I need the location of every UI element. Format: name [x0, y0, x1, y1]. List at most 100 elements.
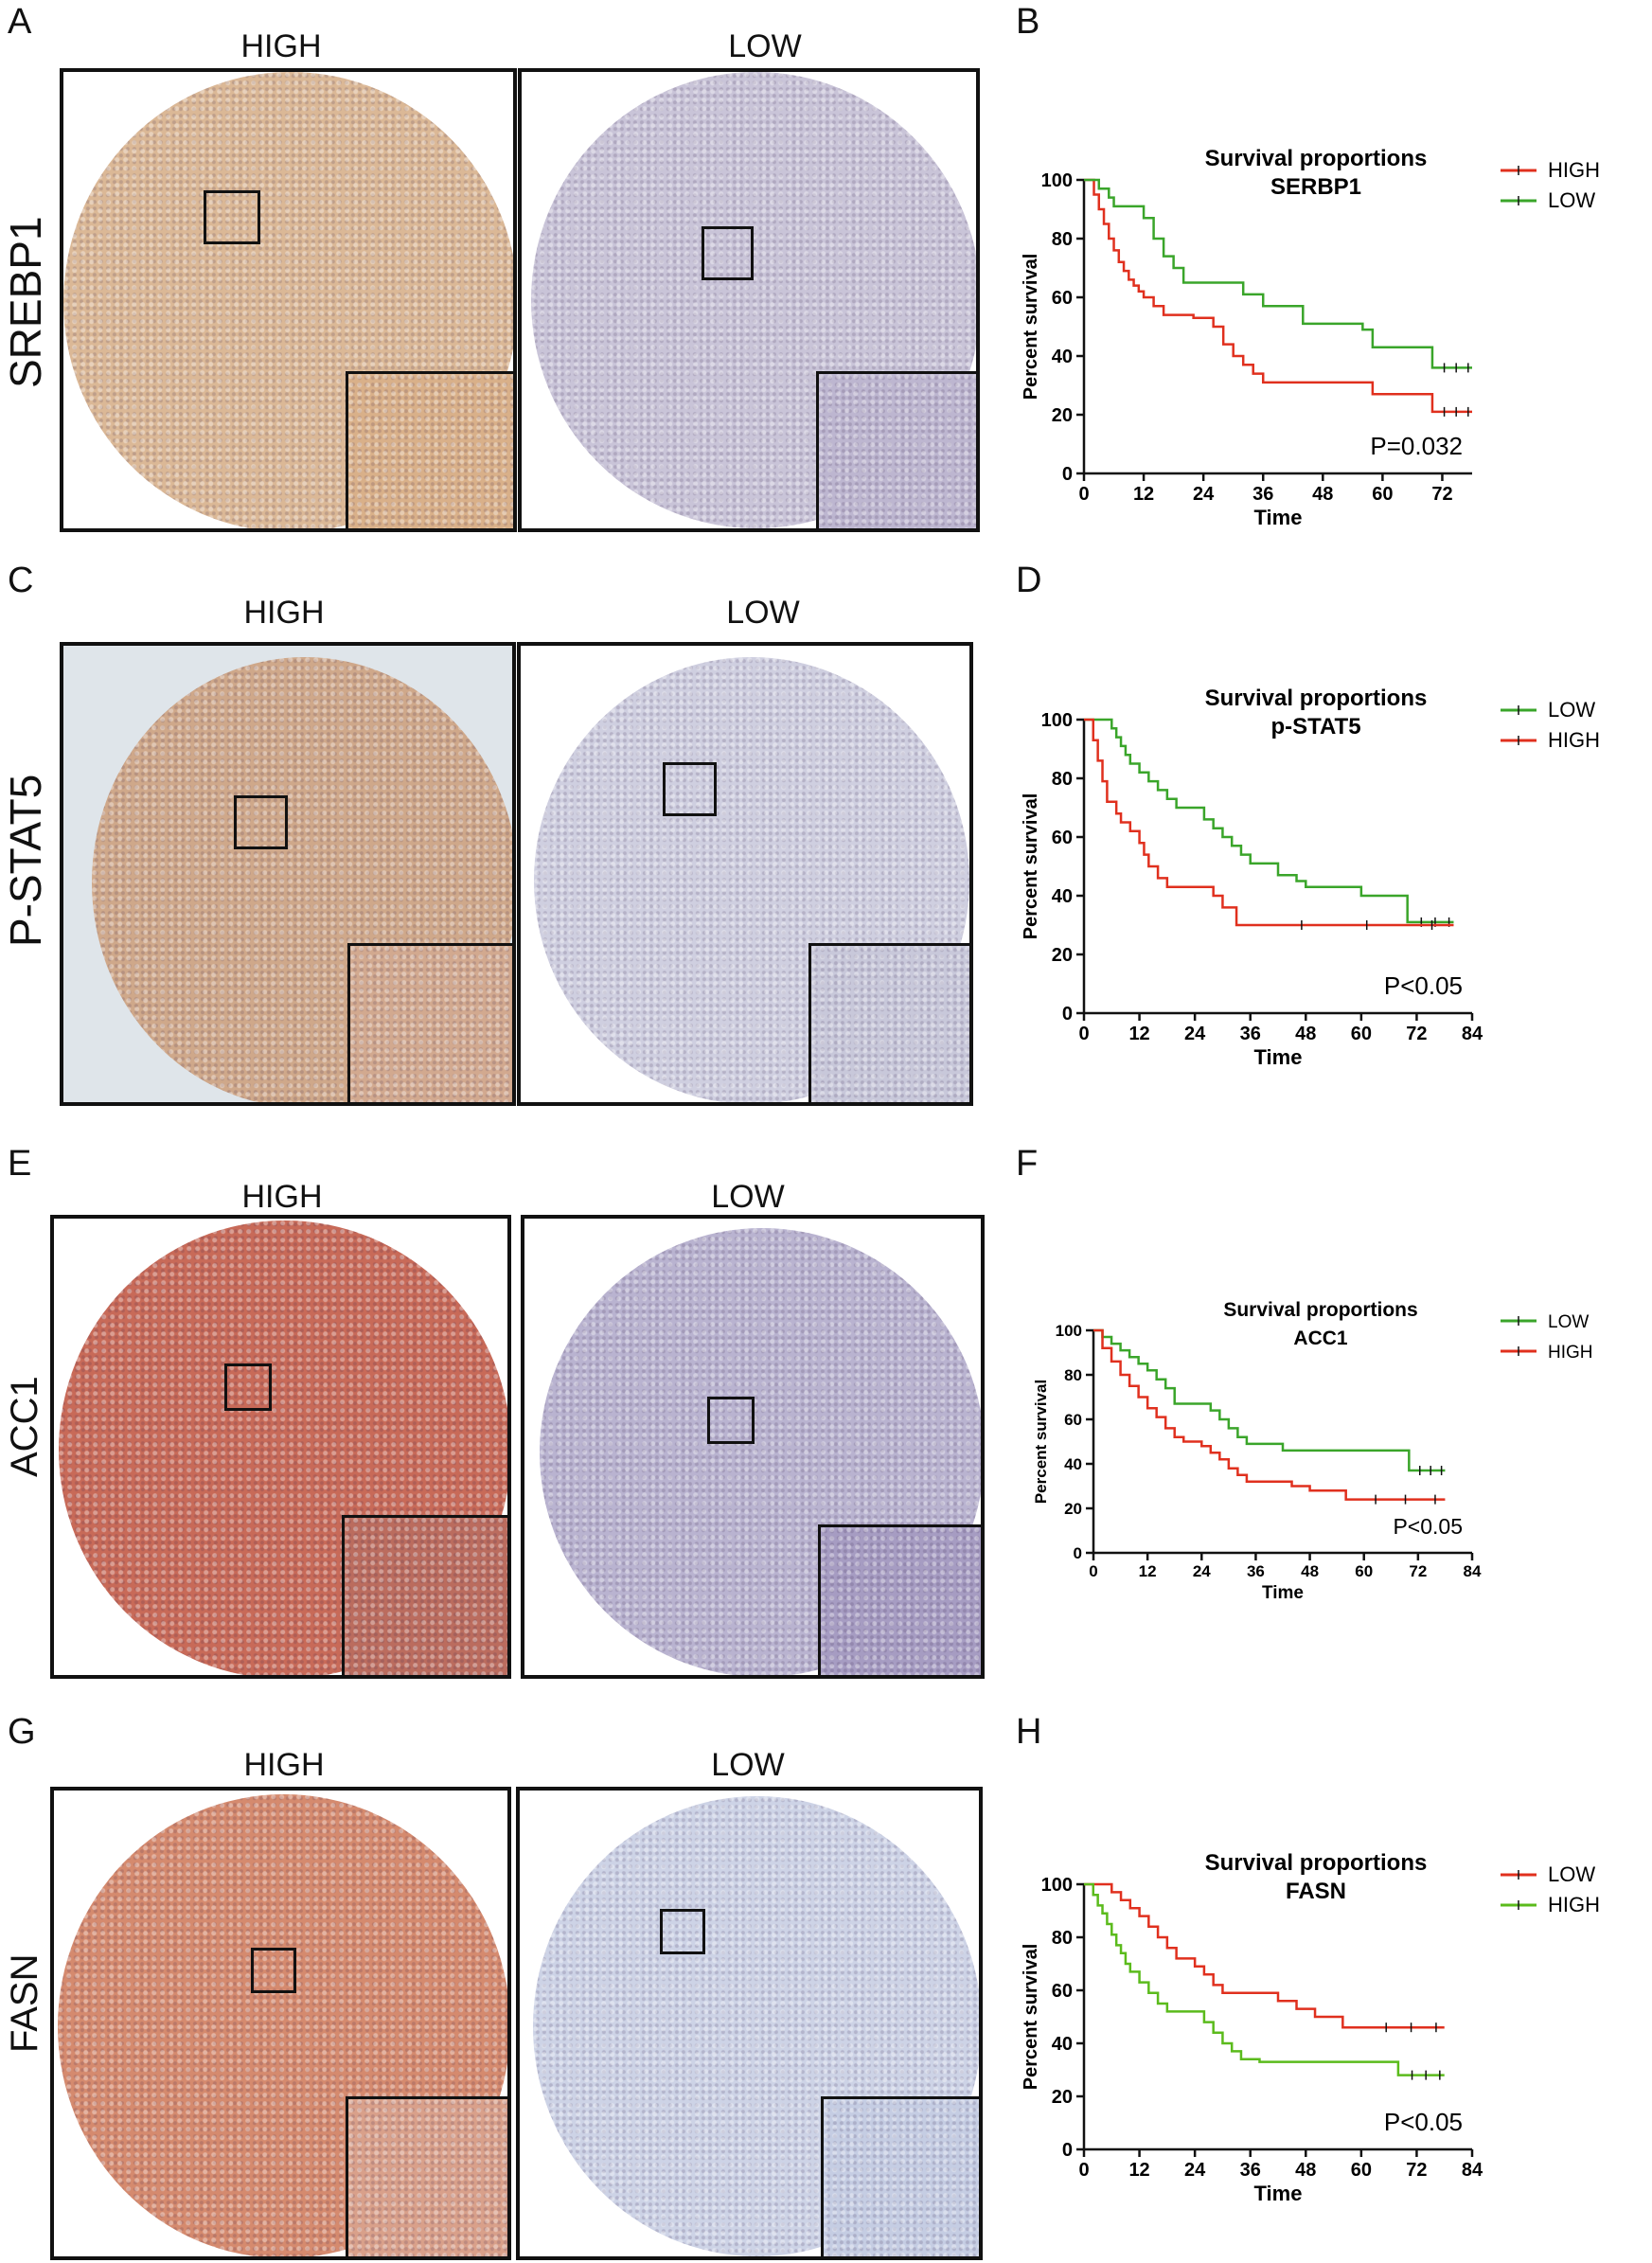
region-of-interest-box: [660, 1909, 705, 1954]
chart-subtitle: SERBP1: [1270, 174, 1361, 200]
y-tick-label: 20: [1052, 945, 1073, 966]
region-of-interest-box: [663, 762, 717, 816]
y-tick-label: 100: [1041, 1875, 1073, 1896]
y-tick-label: 40: [1052, 2034, 1073, 2055]
x-tick-label: 0: [1078, 484, 1089, 505]
chart-title: Survival proportions: [1223, 1299, 1417, 1321]
chart-svg: 0 20 40 60 80 100 0 12 24 36 48 60 72 84 Time Percent s…: [1021, 686, 1600, 1069]
x-axis-label: Time: [1254, 2182, 1303, 2205]
chart-subtitle: p-STAT5: [1270, 714, 1360, 739]
p-value-annotation: P=0.032: [1370, 432, 1463, 460]
x-tick-label: 24: [1193, 484, 1215, 505]
column-label-low: LOW: [711, 1747, 785, 1783]
x-tick-label: 12: [1128, 2160, 1149, 2181]
chart-title: Survival proportions: [1205, 146, 1428, 171]
y-tick-label: 40: [1052, 347, 1073, 367]
y-tick-label: 0: [1062, 2140, 1073, 2161]
column-label-high: HIGH: [243, 595, 325, 631]
tma-high-p-stat5: [60, 642, 516, 1106]
panel-letter-c: C: [8, 561, 34, 600]
y-tick-label: 20: [1052, 405, 1073, 426]
tma-low-acc1: [521, 1215, 985, 1679]
x-tick-label: 60: [1351, 2160, 1372, 2181]
tma-low-p-stat5: [517, 642, 973, 1106]
panel-letter-d: D: [1016, 561, 1042, 600]
panel-letter-g: G: [8, 1712, 36, 1752]
y-tick-label: 60: [1052, 828, 1073, 848]
column-label-high: HIGH: [243, 1747, 325, 1783]
y-axis-label: Percent survival: [1021, 793, 1041, 940]
y-tick-label: 40: [1052, 886, 1073, 907]
x-axis-label: Time: [1254, 506, 1303, 529]
panel-letter-f: F: [1016, 1144, 1039, 1184]
y-tick-label: 0: [1074, 1544, 1082, 1562]
x-tick-label: 36: [1247, 1562, 1265, 1580]
region-of-interest-box: [251, 1948, 296, 1993]
tma-low-srebp1: [518, 68, 980, 532]
legend-label: HIGH: [1548, 728, 1600, 752]
magnified-inset: [347, 943, 512, 1102]
region-of-interest-box: [224, 1363, 272, 1411]
y-tick-label: 0: [1062, 1004, 1073, 1025]
x-tick-label: 72: [1409, 1562, 1427, 1580]
series-line-high: [1084, 178, 1472, 414]
x-tick-label: 36: [1240, 2160, 1261, 2181]
magnified-inset: [821, 2096, 979, 2256]
x-tick-label: 60: [1351, 1024, 1372, 1044]
legend-label: HIGH: [1548, 1893, 1600, 1916]
y-tick-label: 100: [1056, 1322, 1082, 1340]
chart-subtitle: ACC1: [1293, 1328, 1347, 1349]
marker-label-p-stat5: P-STAT5: [1, 774, 50, 947]
chart-svg: 0 20 40 60 80 100 0 12 24 36 48 60 72 Time Percent sur…: [1021, 146, 1600, 529]
magnified-inset: [816, 371, 976, 528]
survival-chart-acc1: 0 20 40 60 80 100 0 12 24 36 48 60 72 84 Time Percent s…: [1013, 1274, 1647, 1610]
column-label-low: LOW: [711, 1179, 785, 1215]
magnified-inset: [346, 2096, 507, 2256]
y-tick-label: 80: [1052, 1928, 1073, 1949]
tma-high-acc1: [50, 1215, 511, 1679]
series-line-high: [1084, 718, 1454, 927]
tissue-core: [92, 657, 512, 1102]
tma-low-fasn: [516, 1787, 983, 2260]
x-tick-label: 24: [1193, 1562, 1211, 1580]
region-of-interest-box: [234, 795, 288, 849]
x-tick-label: 0: [1089, 1562, 1097, 1580]
y-axis-label: Percent survival: [1032, 1380, 1050, 1504]
marker-label-fasn: FASN: [4, 1953, 45, 2053]
y-tick-label: 100: [1041, 170, 1073, 191]
y-tick-label: 80: [1052, 769, 1073, 790]
panel-letter-a: A: [8, 2, 32, 42]
x-tick-label: 48: [1301, 1562, 1319, 1580]
series-line-high: [1084, 1882, 1445, 2076]
legend-label: LOW: [1548, 1862, 1595, 1886]
series-line-low: [1093, 1328, 1446, 1472]
column-label-high: HIGH: [241, 1179, 323, 1215]
magnified-inset: [818, 1524, 981, 1675]
series-line-low: [1084, 178, 1472, 369]
y-tick-label: 80: [1064, 1366, 1082, 1384]
x-tick-label: 84: [1462, 2160, 1483, 2181]
y-tick-label: 100: [1041, 710, 1073, 731]
x-tick-label: 84: [1462, 1024, 1483, 1044]
y-tick-label: 20: [1052, 2087, 1073, 2108]
magnified-inset: [342, 1515, 507, 1675]
survival-chart-srebp1: 0 20 40 60 80 100 0 12 24 36 48 60 72 Time Percent sur…: [1004, 123, 1647, 530]
y-axis-label: Percent survival: [1021, 254, 1041, 401]
region-of-interest-box: [204, 190, 260, 244]
magnified-inset: [346, 371, 513, 528]
y-tick-label: 40: [1064, 1455, 1082, 1473]
p-value-annotation: P<0.05: [1393, 1514, 1463, 1539]
x-tick-label: 84: [1464, 1562, 1482, 1580]
legend-label: LOW: [1548, 1312, 1589, 1332]
p-value-annotation: P<0.05: [1384, 971, 1463, 1000]
legend-label: LOW: [1548, 188, 1595, 212]
chart-svg: 0 20 40 60 80 100 0 12 24 36 48 60 72 84 Time Percent s…: [1021, 1850, 1600, 2205]
tma-high-srebp1: [60, 68, 517, 532]
y-tick-label: 60: [1052, 288, 1073, 309]
y-axis-label: Percent survival: [1021, 1944, 1041, 2091]
chart-subtitle: FASN: [1286, 1879, 1346, 1904]
p-value-annotation: P<0.05: [1384, 2108, 1463, 2136]
x-tick-label: 0: [1078, 2160, 1089, 2181]
tma-high-fasn: [50, 1787, 511, 2260]
legend-label: HIGH: [1548, 1343, 1593, 1363]
